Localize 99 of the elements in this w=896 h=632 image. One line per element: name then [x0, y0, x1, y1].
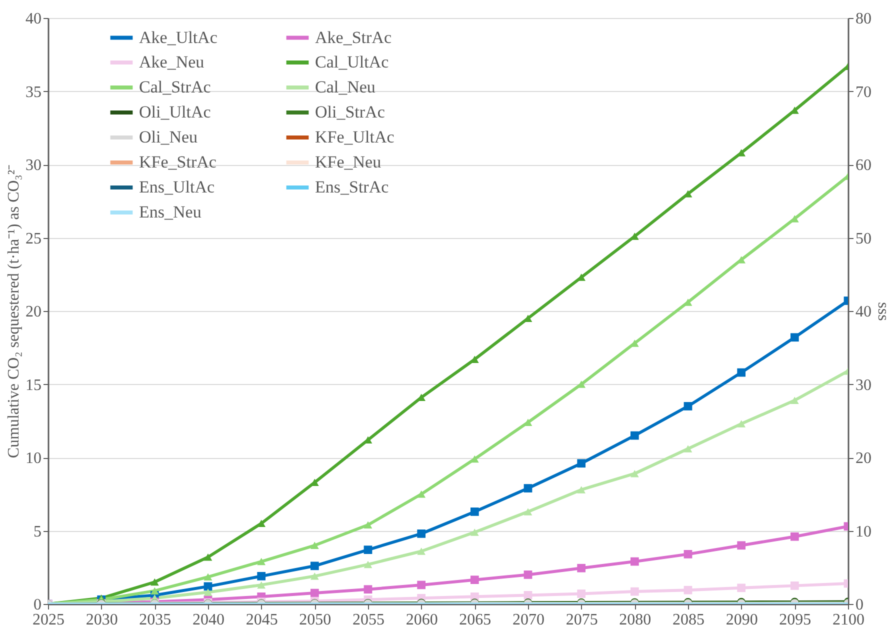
- x-tick-label: 2030: [86, 612, 118, 628]
- x-tick-label: 2060: [406, 612, 438, 628]
- y-tick-label: 0: [34, 596, 42, 614]
- x-tick-label: 2100: [832, 612, 864, 628]
- point: [310, 562, 319, 570]
- y2-tick-label: 80: [856, 10, 872, 28]
- point: [577, 590, 586, 598]
- point: [577, 486, 586, 494]
- point: [524, 508, 532, 516]
- point: [630, 431, 639, 440]
- legend-label: Ens_StrAc: [315, 178, 390, 196]
- y2-tick-label: 30: [856, 376, 872, 394]
- y-tick-label: 10: [26, 450, 42, 467]
- point: [470, 528, 479, 536]
- x-tick-label: 2090: [726, 612, 758, 628]
- point: [630, 470, 639, 478]
- legend-label: Ake_Neu: [139, 52, 205, 72]
- point: [310, 542, 319, 550]
- point: [524, 570, 532, 579]
- point: [204, 573, 212, 581]
- point: [310, 588, 319, 598]
- legend-label: Cal_Neu: [315, 78, 376, 96]
- point: [790, 582, 799, 590]
- point: [257, 581, 266, 589]
- point: [737, 420, 746, 428]
- legend-label: KFe_UltAc: [315, 128, 395, 146]
- y-tick-label: 35: [26, 84, 42, 101]
- legend-label: Oli_StrAc: [315, 102, 386, 122]
- y-tick-label: 30: [26, 157, 42, 174]
- legend-label: Ens_UltAc: [139, 178, 215, 196]
- y2-tick-label: 50: [856, 230, 872, 248]
- point: [204, 582, 212, 591]
- legend-label: Ake_UltAc: [139, 28, 218, 47]
- y-tick-label: 5: [34, 523, 42, 540]
- point: [524, 484, 532, 492]
- point: [737, 584, 746, 592]
- x-tick-label: 2080: [619, 612, 652, 628]
- x-tick-label: 2025: [32, 612, 64, 628]
- point: [684, 586, 692, 594]
- point: [364, 585, 372, 594]
- point: [417, 529, 426, 538]
- legend-label: Oli_Neu: [139, 128, 198, 146]
- legend-label: Ens_Neu: [139, 202, 202, 222]
- y2-tick-label: 0: [856, 596, 864, 614]
- point: [364, 546, 372, 554]
- y2-tick-label: 60: [856, 157, 872, 174]
- legend-label: Oli_UltAc: [139, 102, 212, 122]
- point: [417, 580, 426, 590]
- x-tick-label: 2050: [299, 612, 332, 628]
- point: [737, 368, 746, 377]
- x-tick-label: 2055: [352, 612, 384, 628]
- legend-label: KFe_Neu: [315, 152, 382, 172]
- y-tick-label: 25: [26, 230, 42, 248]
- x-tick-label: 2070: [512, 612, 544, 628]
- point: [790, 532, 799, 541]
- y2-tick-label: 40: [856, 304, 872, 320]
- legend-label: Cal_UltAc: [315, 52, 390, 72]
- y-tick-label: 40: [26, 10, 42, 28]
- point: [364, 521, 372, 529]
- x-tick-label: 2040: [192, 612, 224, 628]
- point: [150, 587, 159, 594]
- legend-label: Ake_StrAc: [315, 28, 392, 47]
- y-axis-title: Cumulative CO₂ sequestered (t·ha⁻¹) as CO₃²⁻: [6, 164, 22, 458]
- x-tick-label: 2085: [672, 612, 704, 628]
- point: [204, 553, 212, 561]
- point: [470, 576, 479, 584]
- point: [470, 508, 479, 516]
- point: [737, 541, 746, 550]
- x-tick-label: 2045: [246, 612, 278, 628]
- point: [257, 558, 266, 566]
- legend-label: KFe_StrAc: [139, 152, 217, 172]
- point: [417, 548, 426, 555]
- x-tick-label: 2075: [566, 612, 598, 628]
- point: [257, 572, 266, 580]
- y-tick-label: 20: [26, 304, 42, 320]
- y2-tick-label: 70: [856, 84, 872, 101]
- point: [630, 587, 639, 596]
- point: [524, 591, 532, 600]
- y2-tick-label: 20: [856, 450, 872, 467]
- point: [577, 459, 586, 468]
- point: [790, 333, 799, 342]
- legend-label: Cal_StrAc: [139, 78, 212, 96]
- point: [310, 572, 319, 580]
- point: [204, 588, 212, 596]
- point: [684, 402, 692, 410]
- y2-tick-label: 10: [856, 523, 872, 540]
- y2-axis-title: sss: [874, 302, 892, 321]
- x-tick-label: 2065: [459, 612, 492, 628]
- x-tick-label: 2095: [779, 612, 812, 628]
- point: [684, 445, 692, 452]
- x-tick-label: 2035: [139, 612, 172, 628]
- point: [150, 578, 159, 586]
- point: [417, 490, 426, 498]
- point: [684, 550, 692, 558]
- y-tick-label: 15: [26, 376, 42, 394]
- point: [630, 557, 639, 566]
- point: [364, 560, 372, 568]
- point: [577, 564, 586, 572]
- point: [790, 396, 799, 404]
